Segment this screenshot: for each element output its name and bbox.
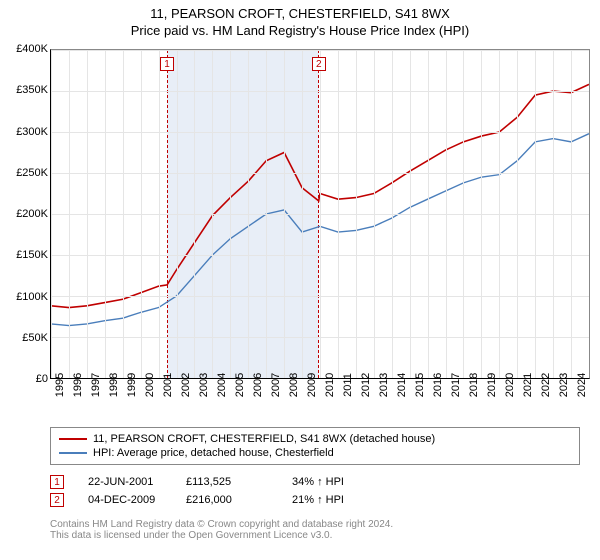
xtick-label: 2004 <box>216 373 228 397</box>
gridline-v <box>284 50 285 378</box>
xtick-label: 2022 <box>540 373 552 397</box>
chart-container: 11, PEARSON CROFT, CHESTERFIELD, S41 8WX… <box>0 0 600 560</box>
xtick-label: 2011 <box>342 373 354 397</box>
transaction-delta: 21% ↑ HPI <box>292 494 412 506</box>
xtick-label: 2003 <box>198 373 210 397</box>
xtick-label: 2005 <box>234 373 246 397</box>
xtick-label: 1995 <box>54 373 66 397</box>
gridline-v <box>428 50 429 378</box>
gridline-v <box>320 50 321 378</box>
xtick-label: 2017 <box>450 373 462 397</box>
chart-title: 11, PEARSON CROFT, CHESTERFIELD, S41 8WX <box>0 0 600 21</box>
transaction-delta: 34% ↑ HPI <box>292 476 412 488</box>
gridline-v <box>141 50 142 378</box>
chart-area: 12 £0£50K£100K£150K£200K£250K£300K£350K£… <box>0 44 600 419</box>
xtick-label: 2001 <box>162 373 174 397</box>
xtick-label: 2023 <box>558 373 570 397</box>
gridline-v <box>87 50 88 378</box>
legend: 11, PEARSON CROFT, CHESTERFIELD, S41 8WX… <box>50 427 580 465</box>
transaction-marker: 1 <box>50 475 64 489</box>
xtick-label: 2016 <box>432 373 444 397</box>
footer-line1: Contains HM Land Registry data © Crown c… <box>50 519 580 530</box>
legend-item: HPI: Average price, detached house, Ches… <box>59 446 571 460</box>
footer: Contains HM Land Registry data © Crown c… <box>50 519 580 541</box>
legend-swatch <box>59 438 87 440</box>
gridline-v <box>571 50 572 378</box>
gridline-v <box>463 50 464 378</box>
transaction-price: £216,000 <box>186 494 286 506</box>
marker-flag: 2 <box>312 57 326 71</box>
gridline-v <box>499 50 500 378</box>
gridline-v <box>105 50 106 378</box>
ytick-label: £300K <box>0 126 48 138</box>
xtick-label: 2009 <box>306 373 318 397</box>
transaction-marker: 2 <box>50 493 64 507</box>
legend-item: 11, PEARSON CROFT, CHESTERFIELD, S41 8WX… <box>59 432 571 446</box>
xtick-label: 2019 <box>486 373 498 397</box>
legend-label: 11, PEARSON CROFT, CHESTERFIELD, S41 8WX… <box>93 433 435 445</box>
gridline-v <box>374 50 375 378</box>
chart-subtitle: Price paid vs. HM Land Registry's House … <box>0 21 600 44</box>
ytick-label: £100K <box>0 291 48 303</box>
ytick-label: £250K <box>0 167 48 179</box>
xtick-label: 2006 <box>252 373 264 397</box>
gridline-v <box>51 50 52 378</box>
ytick-label: £0 <box>0 373 48 385</box>
transaction-row: 2 04-DEC-2009 £216,000 21% ↑ HPI <box>50 491 580 509</box>
xtick-label: 2014 <box>396 373 408 397</box>
footer-line2: This data is licensed under the Open Gov… <box>50 530 580 541</box>
gridline-v <box>410 50 411 378</box>
gridline-v <box>517 50 518 378</box>
marker-flag: 1 <box>160 57 174 71</box>
gridline-v <box>194 50 195 378</box>
ytick-label: £350K <box>0 84 48 96</box>
xtick-label: 2002 <box>180 373 192 397</box>
ytick-label: £400K <box>0 43 48 55</box>
gridline-v <box>302 50 303 378</box>
ytick-label: £50K <box>0 332 48 344</box>
xtick-label: 2015 <box>414 373 426 397</box>
gridline-v <box>123 50 124 378</box>
gridline-v <box>446 50 447 378</box>
transaction-date: 04-DEC-2009 <box>70 494 180 506</box>
xtick-label: 2018 <box>468 373 480 397</box>
xtick-label: 2020 <box>504 373 516 397</box>
xtick-label: 2000 <box>144 373 156 397</box>
gridline-v <box>248 50 249 378</box>
transaction-date: 22-JUN-2001 <box>70 476 180 488</box>
ytick-label: £200K <box>0 208 48 220</box>
legend-label: HPI: Average price, detached house, Ches… <box>93 447 334 459</box>
plot-region: 12 <box>50 49 590 379</box>
gridline-v <box>338 50 339 378</box>
transaction-row: 1 22-JUN-2001 £113,525 34% ↑ HPI <box>50 473 580 491</box>
transactions: 1 22-JUN-2001 £113,525 34% ↑ HPI 2 04-DEC-200… <box>50 473 580 509</box>
xtick-label: 2013 <box>378 373 390 397</box>
xtick-label: 2012 <box>360 373 372 397</box>
gridline-v <box>481 50 482 378</box>
gridline-v <box>535 50 536 378</box>
xtick-label: 2021 <box>522 373 534 397</box>
transaction-price: £113,525 <box>186 476 286 488</box>
gridline-v <box>392 50 393 378</box>
gridline-v <box>230 50 231 378</box>
gridline-v <box>266 50 267 378</box>
gridline-v <box>177 50 178 378</box>
gridline-v <box>212 50 213 378</box>
xtick-label: 2008 <box>288 373 300 397</box>
legend-swatch <box>59 452 87 454</box>
xtick-label: 1999 <box>126 373 138 397</box>
gridline-v <box>553 50 554 378</box>
gridline-v <box>356 50 357 378</box>
gridline-v <box>159 50 160 378</box>
xtick-label: 2024 <box>576 373 588 397</box>
ytick-label: £150K <box>0 249 48 261</box>
xtick-label: 1997 <box>90 373 102 397</box>
gridline-v <box>69 50 70 378</box>
xtick-label: 2007 <box>270 373 282 397</box>
xtick-label: 2010 <box>324 373 336 397</box>
xtick-label: 1996 <box>72 373 84 397</box>
xtick-label: 1998 <box>108 373 120 397</box>
